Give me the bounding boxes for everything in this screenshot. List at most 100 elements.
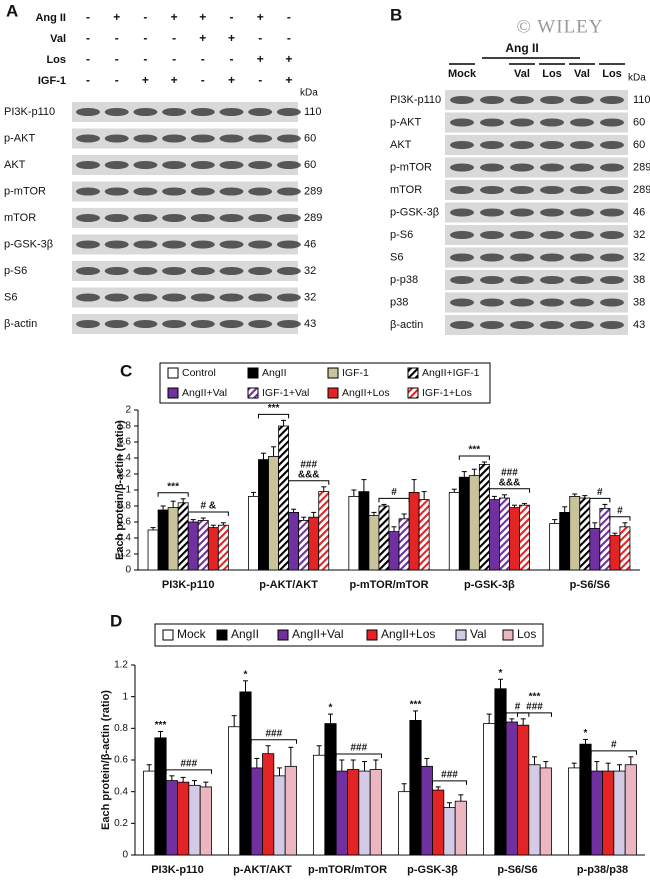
bar (228, 726, 241, 856)
bracket (517, 712, 552, 717)
significance-label: ### (350, 743, 367, 754)
bar (519, 504, 530, 571)
bar (420, 765, 433, 856)
bar (517, 724, 530, 856)
blot-band (600, 163, 624, 172)
error-bar (451, 488, 457, 493)
legend-swatch (216, 629, 228, 641)
bar (239, 691, 252, 856)
kda-label: 60 (304, 132, 316, 144)
kda-label: 289 (633, 184, 650, 196)
blot-band (570, 141, 594, 149)
bar (483, 723, 496, 856)
blot-strip (445, 90, 628, 110)
treatment-sign: - (143, 31, 147, 45)
treatment-sign: - (230, 52, 234, 66)
bar (458, 476, 470, 571)
significance-label: *** (268, 403, 280, 414)
error-bar (261, 452, 266, 460)
treatment-sign: - (201, 52, 205, 66)
kda-label: 60 (633, 116, 645, 128)
significance-label: # & (200, 501, 216, 512)
legend-swatch (327, 387, 339, 399)
bar (579, 497, 591, 571)
kda-label: 43 (633, 319, 645, 331)
kda-label: 110 (304, 106, 322, 118)
error-bar (160, 505, 166, 510)
legend-label: Val (470, 627, 486, 641)
blot-band (450, 321, 474, 329)
blot-strip (445, 157, 628, 178)
protein-label: p-AKT (390, 116, 421, 128)
blot-band (480, 298, 504, 307)
kda-label: 32 (304, 265, 316, 277)
legend-label: AngII+Val (182, 387, 227, 399)
bar (147, 529, 159, 571)
treatment-sign: + (228, 31, 235, 45)
blot-band (570, 253, 594, 262)
blot-band (570, 163, 594, 172)
y-tick-label: 0.6 (114, 755, 128, 766)
bar (590, 770, 603, 856)
significance-label: ### (526, 701, 543, 712)
blot-band (76, 320, 100, 328)
treatment-sign: - (287, 31, 291, 45)
blot-band (162, 293, 187, 302)
blot-band (76, 161, 100, 169)
bar (443, 807, 456, 856)
error-bar (571, 762, 577, 768)
blot-band (162, 320, 187, 328)
blot-band (570, 298, 594, 307)
bar (454, 800, 467, 856)
treatment-sign: + (113, 10, 120, 24)
kda-label: 43 (304, 318, 316, 330)
blot-band (600, 231, 624, 239)
significance-label: *** (468, 445, 480, 456)
blot-band (276, 187, 301, 196)
legend-swatch (167, 387, 179, 399)
bar (278, 425, 289, 571)
significance-label: &&& (298, 469, 320, 480)
bar (528, 764, 541, 856)
bar (559, 512, 571, 571)
bar (599, 507, 611, 571)
blot-band (190, 161, 215, 169)
error-bar (243, 680, 248, 692)
blot-band (162, 267, 187, 275)
significance-label: * (499, 668, 503, 679)
protein-label: p-mTOR (4, 185, 46, 197)
blot-band (76, 267, 100, 275)
blot-band (480, 186, 504, 194)
blot-band (510, 186, 534, 194)
error-bar (543, 761, 549, 768)
treatment-sign: + (199, 10, 206, 24)
error-bar (180, 498, 186, 503)
blot-band (76, 187, 100, 196)
error-bar (562, 506, 568, 513)
legend-label: AngII+Val (292, 627, 343, 641)
blot-band (450, 253, 474, 262)
blot-band (219, 214, 244, 222)
legend-label: IGF-1 (342, 367, 369, 379)
blot-band (133, 240, 158, 249)
protein-label: p-GSK-3β (4, 238, 53, 250)
treatment-label: IGF-1 (38, 75, 66, 87)
blot-band (219, 240, 244, 249)
error-bar (471, 468, 477, 476)
blot-band (540, 208, 564, 217)
significance-label: *** (529, 691, 541, 702)
bar (398, 791, 411, 856)
error-bar (602, 503, 608, 509)
protein-label: p-mTOR (390, 161, 432, 173)
kda-label: 32 (304, 291, 316, 303)
blot-band (480, 276, 504, 284)
blot-band (190, 293, 215, 302)
x-tick-label: p-GSK-3β (464, 579, 515, 591)
bracket (609, 516, 631, 521)
bar (165, 780, 178, 856)
blot-band (219, 108, 244, 116)
significance-label: # (597, 487, 603, 498)
blot-band (600, 298, 624, 307)
blot-band (133, 214, 158, 222)
